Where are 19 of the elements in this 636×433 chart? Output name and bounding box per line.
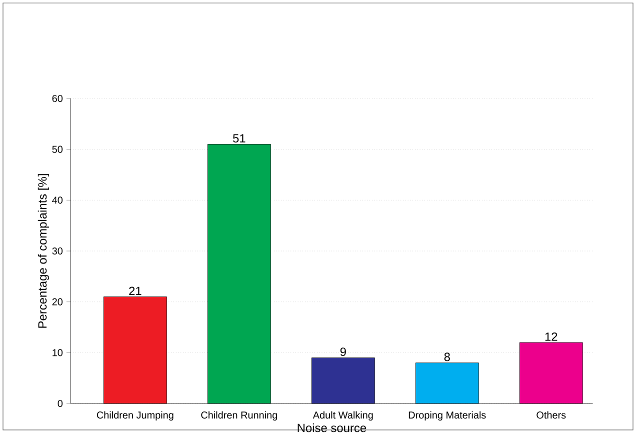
y-tick-label: 50: [52, 146, 63, 153]
x-tick-label: Children Running: [201, 411, 277, 421]
y-tick-label: 40: [52, 196, 63, 204]
data-label: 21: [129, 286, 142, 296]
y-tick-label: 20: [52, 298, 63, 306]
y-tick-label: 60: [52, 94, 63, 102]
y-tick-label: 10: [52, 349, 63, 356]
data-label: 51: [233, 134, 246, 143]
data-label: 9: [340, 348, 346, 356]
data-label: 12: [545, 332, 558, 341]
y-tick-label: 30: [52, 247, 63, 255]
y-axis-title: Percentage of complaints [%]: [38, 174, 50, 328]
x-tick-label: Others: [536, 411, 566, 419]
x-axis-title: Noise source: [298, 423, 366, 432]
y-tick-label: 0: [58, 400, 63, 408]
x-tick-label: Adult Walking: [312, 411, 373, 421]
x-tick-label: Children Jumping: [96, 411, 174, 421]
x-tick-label: Droping Materials: [408, 411, 486, 421]
data-label: 8: [444, 352, 450, 362]
